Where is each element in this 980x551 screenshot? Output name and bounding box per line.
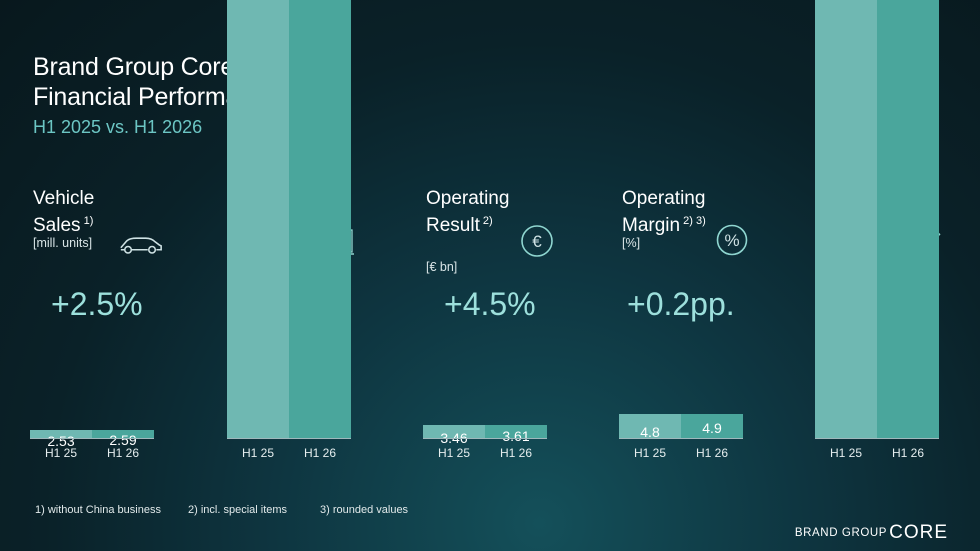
car-icon — [117, 230, 165, 261]
bar-h1-25: 1.170 — [815, 0, 877, 438]
kpi-title-line2: Result — [426, 215, 480, 236]
logo-part-1: BRAND GROUP — [794, 527, 888, 539]
kpi-title-line1: Operating — [426, 188, 510, 209]
kpi-panel-4: Operating Margin 2) 3) [%]% +0.2pp. 4.8 H1 25… — [619, 188, 802, 468]
bar-value-label: 2.53 — [47, 433, 75, 449]
kpi-title-line1: Vehicle — [33, 188, 95, 209]
x-axis-line — [30, 438, 154, 439]
bar-h1-26: 73.03 — [289, 0, 351, 438]
kpi-footnote-ref: 1) — [80, 215, 94, 227]
kpi-title-line2: Margin — [622, 215, 681, 236]
bar-h1-26: 2.59 — [92, 430, 154, 448]
bar-value-label: 2.59 — [109, 432, 137, 448]
page-subtitle: H1 2025 vs. H1 2026 — [33, 117, 203, 137]
bar-h1-26: 3.61 — [485, 425, 547, 444]
x-axis-line — [227, 438, 351, 439]
kpi-change-value: +0.2pp. — [627, 286, 735, 322]
x-axis-line — [815, 438, 939, 439]
bar-value-label: 4.8 — [640, 424, 660, 440]
percent-icon: % — [716, 224, 748, 261]
kpi-panel-2: SalesRevenue[€ bn]+0.8%72.48H1 2573.03H1… — [227, 0, 410, 468]
kpi-panel-1: Vehicle Sales 1) [mill. units] +2.5% 2.53 H1 … — [30, 188, 213, 468]
kpi-title: Operating Margin 2) 3) — [622, 188, 706, 237]
footnote-2: 2) incl. special items — [188, 504, 288, 516]
footnote-1: 1) without China business — [35, 504, 161, 516]
x-axis-label: H1 26 — [695, 446, 729, 460]
bar-h1-25: 4.8 — [619, 414, 681, 440]
kpi-panel-5: NetCash Flow[mill. €]+4851.170H1 251.655… — [815, 0, 980, 468]
kpi-title: Vehicle Sales 1) — [33, 188, 94, 237]
x-axis-label: H1 25 — [633, 446, 667, 460]
euro-icon: € — [520, 224, 554, 263]
brand-logo: BRAND GROUP CORE — [795, 522, 948, 544]
x-axis-label: H1 26 — [303, 446, 337, 460]
x-axis-label: H1 25 — [241, 446, 275, 460]
x-axis-label: H1 26 — [106, 446, 140, 460]
x-axis-line — [423, 438, 547, 439]
page-title: Brand Group Core — [33, 53, 235, 81]
svg-text:€: € — [532, 232, 542, 251]
bar-h1-26: 1.655 — [877, 0, 939, 438]
bar-h1-25: 2.53 — [30, 430, 92, 449]
kpi-title: Operating Result 2) — [426, 188, 509, 237]
kpi-change-value: +4.5% — [444, 286, 536, 322]
x-axis-label: H1 25 — [437, 446, 471, 460]
bar-value-label: 3.61 — [502, 428, 530, 444]
kpi-unit: [%] — [622, 236, 641, 250]
x-axis-label: H1 26 — [499, 446, 533, 460]
footnote-3: 3) rounded values — [320, 504, 409, 516]
kpi-change-value: +2.5% — [51, 286, 143, 322]
svg-text:%: % — [724, 231, 739, 250]
x-axis-label: H1 25 — [829, 446, 863, 460]
kpi-title-line2: Sales — [33, 215, 81, 236]
kpi-title-line1: Operating — [622, 188, 706, 209]
kpi-unit: [mill. units] — [33, 236, 93, 250]
bar-h1-25: 3.46 — [423, 425, 485, 446]
kpi-footnote-ref: 2) — [479, 215, 493, 227]
logo-part-2: CORE — [889, 522, 948, 543]
x-axis-label: H1 25 — [44, 446, 78, 460]
x-axis-label: H1 26 — [891, 446, 925, 460]
bar-h1-25: 72.48 — [227, 0, 289, 438]
x-axis-line — [619, 438, 743, 439]
kpi-panel-3: Operating Result 2) [€ bn] € +4.5% 3.46 H1 25 3… — [423, 188, 606, 468]
bar-h1-26: 4.9 — [681, 414, 743, 438]
kpi-unit: [€ bn] — [426, 260, 458, 274]
kpi-footnote-ref: 2) 3) — [680, 215, 706, 227]
bar-value-label: 4.9 — [702, 420, 722, 436]
